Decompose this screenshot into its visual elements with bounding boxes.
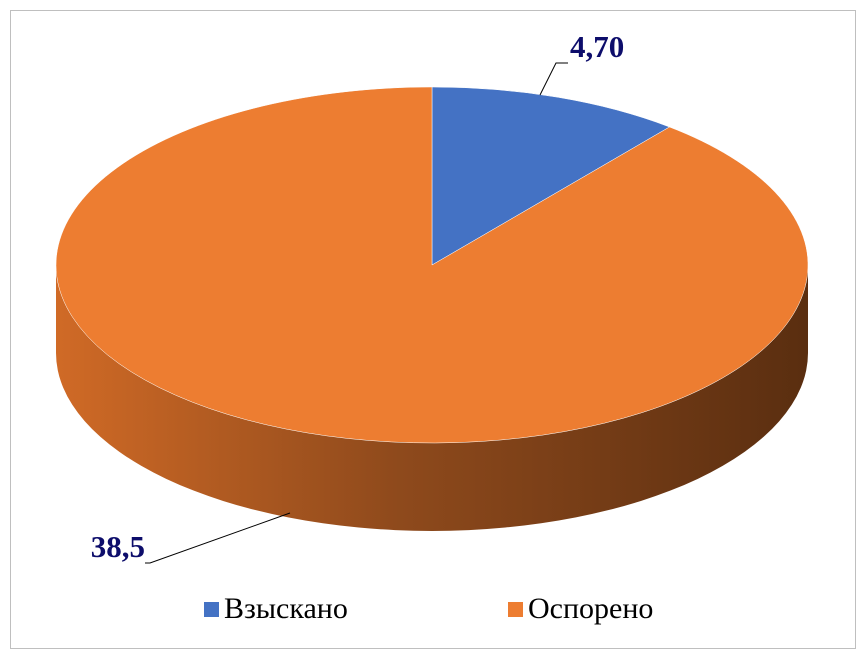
slice-side <box>56 265 808 531</box>
leader-line <box>145 512 291 564</box>
legend-label: Оспорено <box>528 592 653 625</box>
data-label: 38,5 <box>91 529 145 564</box>
legend-label: Взыскано <box>224 592 348 625</box>
data-label: 4,70 <box>570 29 624 64</box>
legend-swatch <box>508 602 523 617</box>
slice <box>431 86 671 266</box>
slice <box>55 86 809 444</box>
legend-swatch <box>204 602 219 617</box>
leader-line <box>539 62 568 96</box>
